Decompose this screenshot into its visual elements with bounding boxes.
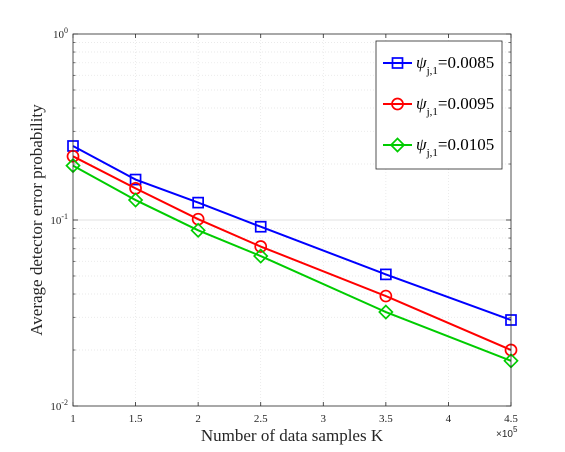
y-tick-label: 10-1 — [50, 212, 68, 227]
legend-entry: ψj,1=0.0085 — [383, 53, 494, 77]
legend-entry: ψj,1=0.0095 — [383, 94, 494, 118]
series-line — [72, 164, 512, 362]
series-line — [72, 145, 512, 321]
data-point — [380, 268, 392, 281]
legend-label: ψj,1=0.0105 — [416, 135, 494, 159]
data-point — [127, 192, 144, 208]
x-multiplier-label: ×105 — [496, 425, 518, 440]
legend-marker — [389, 137, 406, 153]
x-tick-label: 1 — [70, 413, 76, 425]
legend: ψj,1=0.0085 ψj,1=0.0095 ψj,1=0.0105 — [375, 40, 503, 170]
data-point — [253, 248, 269, 264]
data-point — [129, 173, 142, 186]
x-tick-label: 3.5 — [379, 413, 393, 425]
x-tick-label: 4.5 — [504, 413, 518, 425]
y-tick-label: 100 — [53, 26, 68, 41]
legend-entry: ψj,1=0.0105 — [383, 135, 494, 159]
legend-marker — [391, 97, 404, 111]
grid-lines — [73, 34, 511, 406]
data-point — [254, 220, 267, 233]
x-tick-label: 3 — [321, 413, 327, 425]
legend-marker — [391, 57, 404, 69]
y-axis-label: Average detector error probability — [27, 104, 46, 336]
data-point — [190, 222, 206, 239]
x-tick-label: 1.5 — [129, 413, 143, 425]
legend-label: ψj,1=0.0095 — [416, 94, 494, 118]
axes-layer: 1 1.5 2 2.5 3 3.5 4 4.5 10-2 10-1 100 ×105 — [50, 26, 518, 440]
series-1 — [67, 140, 517, 326]
data-point — [254, 240, 268, 253]
data-point — [192, 196, 204, 209]
data-point — [378, 304, 394, 320]
series-layer — [65, 140, 519, 369]
x-tick-label: 2 — [195, 413, 201, 425]
x-axis-label: Number of data samples K — [201, 426, 384, 445]
data-point — [379, 289, 393, 303]
x-tick-label: 2.5 — [254, 413, 268, 425]
y-tick-label: 10-2 — [50, 398, 68, 413]
series-3 — [65, 157, 519, 369]
series-line — [72, 155, 512, 351]
legend-label: ψj,1=0.0085 — [416, 53, 494, 77]
x-tick-label: 4 — [446, 413, 452, 425]
